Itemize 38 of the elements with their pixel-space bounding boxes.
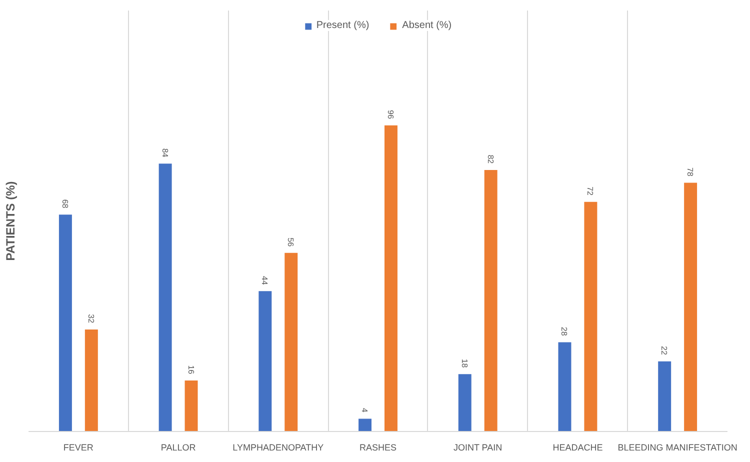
data-label: 72 (586, 186, 595, 196)
bar (484, 170, 498, 432)
legend-label: Present (%) (316, 20, 370, 31)
bar (184, 380, 198, 432)
bar (84, 329, 98, 432)
data-label: 32 (86, 314, 96, 324)
bar (158, 164, 172, 432)
bar (558, 342, 572, 432)
bar (284, 252, 298, 432)
data-label: 18 (460, 358, 469, 368)
x-tick-label: RASHES (359, 442, 397, 452)
data-label: 16 (186, 365, 196, 375)
data-label: 4 (360, 408, 370, 413)
bar (358, 418, 372, 432)
data-label: 96 (386, 110, 395, 120)
bar (258, 291, 272, 432)
data-label: 56 (286, 238, 296, 248)
legend-label: Absent (%) (402, 20, 452, 31)
data-label: 82 (486, 154, 495, 164)
x-tick-label: FEVER (63, 442, 94, 452)
bar (658, 361, 672, 432)
bar (584, 202, 598, 432)
data-label: 22 (660, 346, 669, 356)
y-axis-title: PATIENTS (%) (4, 181, 18, 261)
data-label: 78 (686, 167, 695, 177)
x-tick-label: LYMPHADENOPATHY (232, 442, 324, 452)
data-label: 84 (160, 148, 170, 158)
bar (458, 374, 472, 432)
bar (384, 125, 398, 432)
x-tick-label: JOINT PAIN (453, 442, 502, 452)
x-tick-label: BLEEDING MANIFESTATION (618, 442, 738, 452)
data-label: 44 (260, 276, 270, 286)
x-tick-label: PALLOR (160, 442, 196, 452)
data-label: 68 (60, 199, 70, 209)
bar (684, 182, 698, 432)
data-label: 28 (560, 326, 569, 336)
bar (58, 214, 72, 432)
x-tick-label: HEADACHE (552, 442, 603, 452)
